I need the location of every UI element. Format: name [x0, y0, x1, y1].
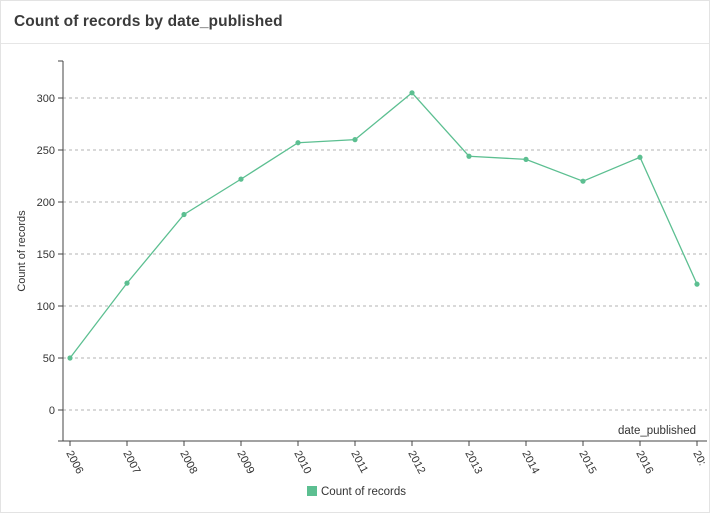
data-point-2013[interactable] — [466, 153, 472, 159]
x-tick-labels: 2006 2007 2008 2009 2010 2011 2012 2013 2014 2015… — [63, 449, 708, 476]
x-tick-label-2010: 2010 — [291, 449, 313, 476]
panel-title: Count of records by date_published — [14, 13, 283, 30]
x-tick-label-2016: 2016 — [633, 449, 655, 476]
y-tick-label-250: 250 — [37, 145, 55, 157]
legend-label: Count of records — [321, 486, 406, 498]
data-point-2011[interactable] — [352, 137, 358, 143]
y-tick-label-300: 300 — [37, 93, 55, 105]
data-point-2016[interactable] — [637, 154, 643, 160]
y-tick-label-150: 150 — [37, 249, 55, 261]
x-tick-label-2009: 2009 — [234, 449, 256, 476]
y-tick-labels: 0 50 100 150 200 250 300 — [37, 93, 55, 417]
data-point-2009[interactable] — [238, 176, 244, 182]
y-tick-label-50: 50 — [43, 353, 55, 365]
x-tick-label-2014: 2014 — [519, 449, 541, 476]
x-tick-label-2017: 20: — [690, 449, 708, 468]
series-layer — [67, 90, 700, 361]
data-point-2006[interactable] — [67, 355, 73, 361]
x-tick-label-2012: 2012 — [405, 449, 427, 476]
data-point-2017[interactable] — [694, 281, 700, 287]
x-tick-label-2007: 2007 — [120, 449, 142, 476]
y-tick-label-100: 100 — [37, 301, 55, 313]
y-axis-label: Count of records — [16, 210, 28, 292]
y-tick-label-200: 200 — [37, 197, 55, 209]
x-tick-label-2006: 2006 — [63, 449, 85, 476]
data-point-2010[interactable] — [295, 140, 301, 146]
x-tick-label-2011: 2011 — [348, 449, 370, 476]
panel-header: Count of records by date_published — [1, 1, 709, 44]
series-line-count-of-records — [69, 91, 698, 359]
grid-lines — [63, 97, 707, 411]
x-tick-label-2013: 2013 — [462, 449, 484, 476]
legend[interactable]: Count of records — [307, 486, 406, 498]
data-point-2008[interactable] — [181, 211, 187, 218]
y-tick-label-0: 0 — [49, 405, 55, 417]
data-point-2014[interactable] — [523, 156, 529, 162]
legend-swatch — [307, 486, 317, 496]
data-point-2007[interactable] — [124, 280, 130, 286]
axes — [58, 60, 707, 446]
data-point-2012[interactable] — [409, 90, 415, 96]
data-point-2015[interactable] — [580, 178, 586, 184]
x-axis-label: date_published — [618, 425, 696, 437]
x-tick-label-2015: 2015 — [576, 449, 598, 476]
x-tick-label-2008: 2008 — [177, 449, 199, 476]
